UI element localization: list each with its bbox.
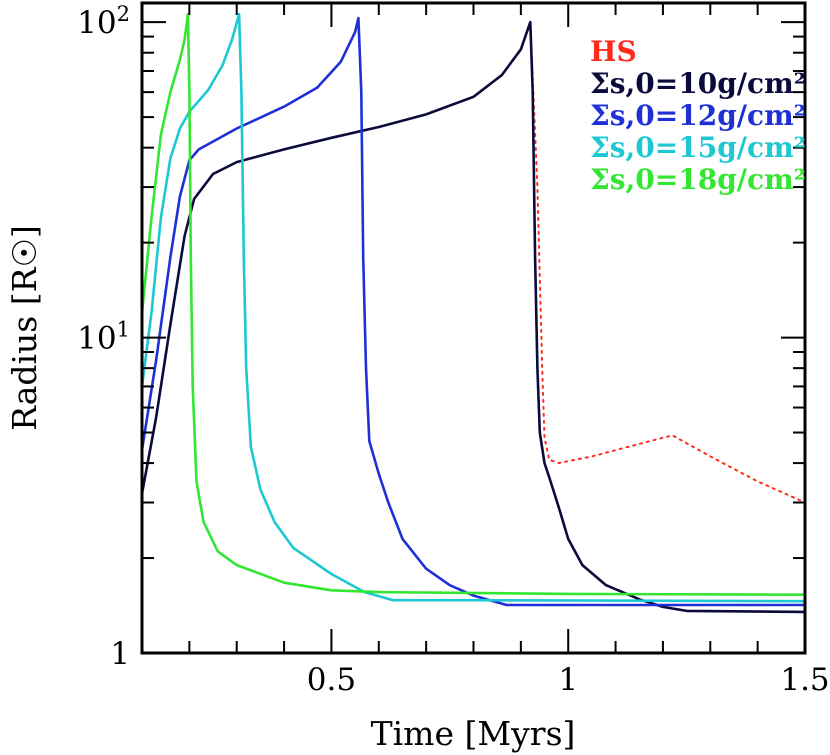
x-tick-label: 1.5: [780, 662, 829, 698]
y-tick-label: 101: [77, 318, 130, 357]
tick-label-layer: 0.5 1 1.5 1 101 102: [77, 2, 829, 698]
legend-entry-sigma-10: Σs,0=10g/cm²: [590, 67, 806, 100]
legend-entry-hs: HS: [590, 35, 637, 68]
x-axis-title: Time [Myrs]: [371, 714, 576, 753]
legend-entry-sigma-18: Σs,0=18g/cm²: [590, 163, 806, 196]
legend-entry-sigma-12: Σs,0=12g/cm²: [590, 99, 806, 132]
y-tick-label: 102: [77, 2, 130, 41]
y-tick-label: 1: [110, 636, 130, 672]
series-line-4: [140, 12, 807, 596]
series-line-3: [140, 12, 807, 603]
x-tick-label: 1: [558, 662, 578, 698]
tick-layer: [141, 3, 806, 654]
series-line-1: [140, 20, 807, 614]
series-line-0: [529, 21, 806, 504]
y-axis-title: Radius [R☉]: [5, 225, 44, 431]
legend-entry-sigma-15: Σs,0=15g/cm²: [590, 131, 806, 164]
x-tick-label: 0.5: [307, 662, 356, 698]
series-layer: [140, 12, 807, 614]
legend: HS Σs,0=10g/cm² Σs,0=12g/cm² Σs,0=15g/cm…: [590, 35, 806, 196]
